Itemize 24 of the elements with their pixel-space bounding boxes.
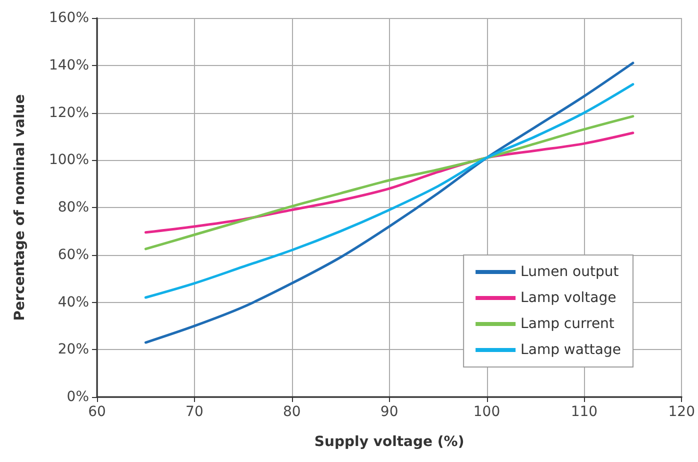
y-tick-label: 20% (58, 342, 89, 358)
x-tick-label: 70 (186, 404, 204, 420)
legend-label: Lumen output (520, 264, 620, 280)
x-tick-label: 100 (473, 404, 500, 420)
y-axis-title: Percentage of nominal value (12, 94, 28, 321)
x-tick-label: 60 (88, 404, 106, 420)
y-tick-label: 40% (58, 294, 89, 310)
x-tick-label: 90 (380, 404, 398, 420)
legend-label: Lamp wattage (520, 342, 622, 358)
x-tick-label: 120 (668, 404, 696, 420)
y-tick-label: 0% (66, 389, 89, 405)
y-tick-label: 100% (48, 152, 89, 168)
x-tick-label: 80 (282, 404, 301, 420)
x-tick-label: 110 (570, 404, 598, 420)
line-series (144, 62, 634, 344)
y-tick-label: 60% (58, 246, 89, 263)
y-tick-label: 160% (48, 10, 89, 26)
x-axis-title: Supply voltage (%) (314, 434, 464, 450)
legend-label: Lamp current (520, 316, 615, 332)
y-tick-label: 120% (48, 104, 89, 121)
y-tick-label: 140% (48, 57, 89, 74)
line-series (144, 115, 634, 250)
y-tick-label: 80% (58, 200, 89, 216)
legend-label: Lamp voltage (520, 290, 616, 306)
